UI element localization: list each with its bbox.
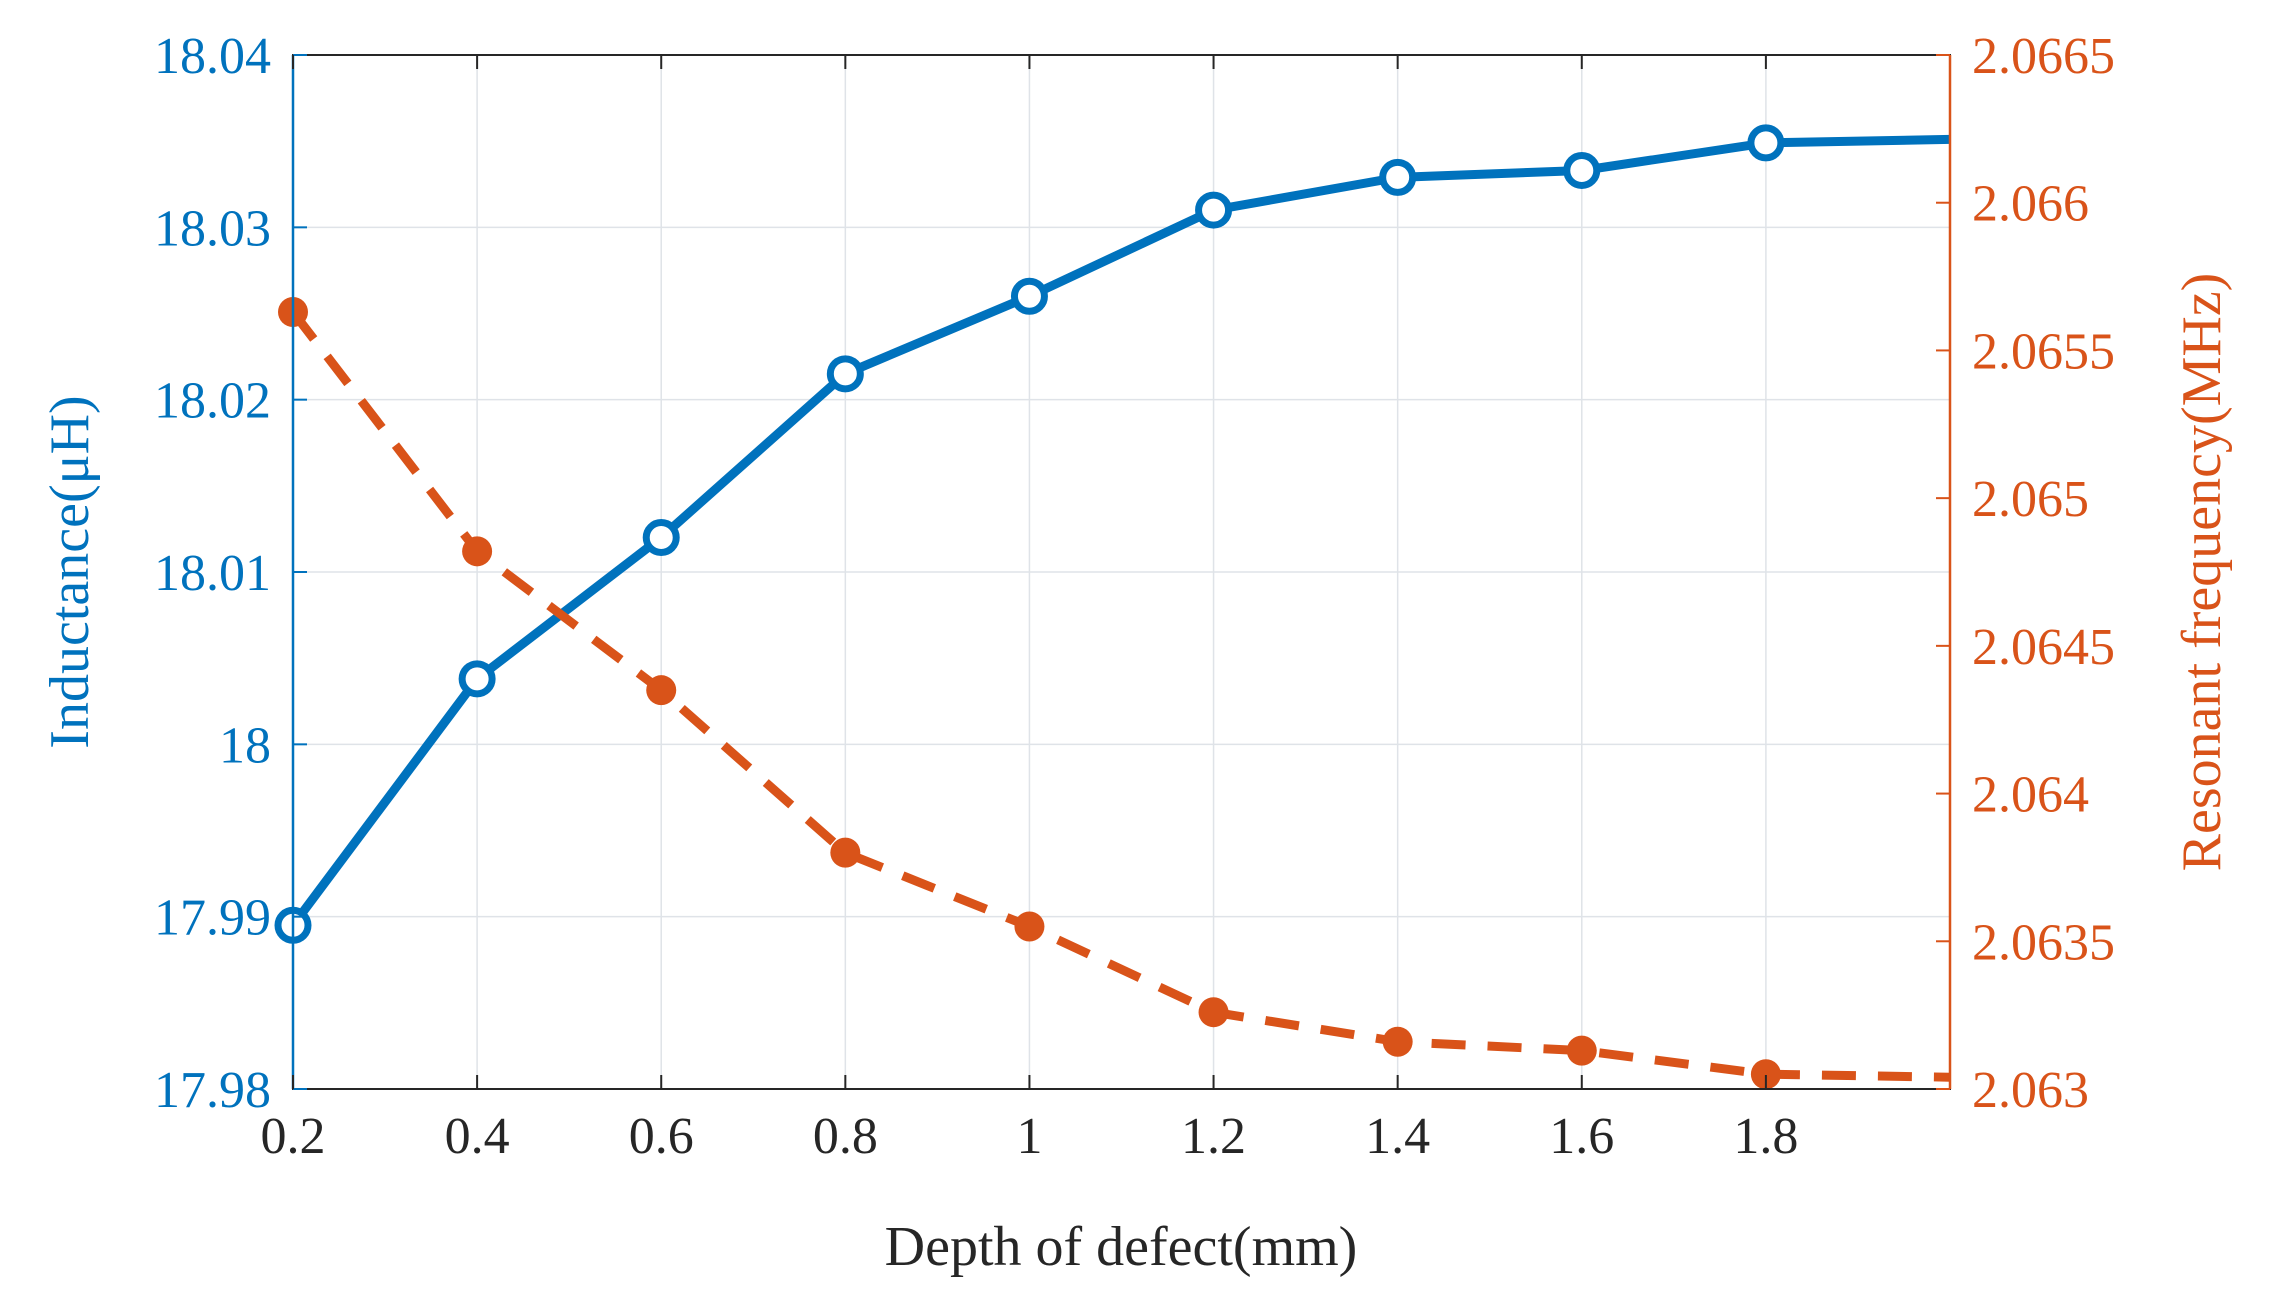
right-tick-label: 2.063 <box>1972 1062 2089 1119</box>
right-y-axis: 2.063 2.0635 2.064 2.0645 2.065 2.0655 2.066 2.… <box>1936 28 2115 1119</box>
left-tick-label: 18.04 <box>154 28 271 85</box>
right-tick-label: 2.0635 <box>1972 914 2115 971</box>
inductance-marker <box>1379 158 1417 196</box>
left-y-axis: 17.98 17.99 18 18.01 18.02 18.03 18.04 <box>154 28 307 1119</box>
x-tick-label: 0.8 <box>813 1108 878 1165</box>
resonant-frequency-marker <box>1198 997 1229 1028</box>
x-axis-label: Depth of defect(mm) <box>885 1216 1358 1278</box>
x-tick-label: 1.6 <box>1549 1108 1614 1165</box>
right-tick-label: 2.065 <box>1972 471 2089 528</box>
left-y-axis-label: Inductance(μH) <box>39 395 101 748</box>
inductance-marker <box>1563 151 1601 189</box>
left-tick-label: 17.99 <box>154 890 271 947</box>
inductance-marker <box>642 519 680 557</box>
x-tick-label: 0.2 <box>261 1108 326 1165</box>
x-tick-label: 1.4 <box>1365 1108 1430 1165</box>
x-tick-label: 0.4 <box>445 1108 510 1165</box>
right-tick-label: 2.0665 <box>1972 28 2115 85</box>
right-tick-label: 2.064 <box>1972 767 2089 824</box>
x-tick-label: 0.6 <box>629 1108 694 1165</box>
inductance-marker <box>826 355 864 393</box>
resonant-frequency-marker <box>1750 1059 1781 1090</box>
right-tick-label: 2.0655 <box>1972 323 2115 380</box>
resonant-frequency-marker <box>1014 911 1045 942</box>
x-tick-label: 1 <box>1016 1108 1042 1165</box>
x-tick-label: 1.2 <box>1181 1108 1246 1165</box>
resonant-frequency-line <box>289 309 1951 1082</box>
resonant-frequency-marker <box>646 675 677 706</box>
resonant-frequency-marker <box>462 536 493 567</box>
resonant-frequency-marker <box>1566 1035 1597 1066</box>
inductance-marker <box>1747 124 1785 162</box>
resonant-frequency-marker <box>830 837 861 868</box>
left-tick-label: 18.01 <box>154 545 271 602</box>
grid-lines <box>292 55 1950 1089</box>
x-tick-label: 1.8 <box>1733 1108 1798 1165</box>
left-tick-label: 17.98 <box>154 1062 271 1119</box>
series-layer <box>274 124 1951 1090</box>
left-tick-label: 18.03 <box>154 200 271 257</box>
right-tick-label: 2.066 <box>1972 176 2089 233</box>
inductance-marker <box>1195 191 1233 229</box>
resonant-frequency-marker <box>1382 1026 1413 1057</box>
left-tick-label: 18 <box>219 717 271 774</box>
x-axis: 0.2 0.4 0.6 0.8 1 1.2 1.4 1.6 1.8 <box>261 55 1798 1165</box>
inductance-line <box>289 134 1951 928</box>
inductance-marker <box>1010 277 1048 315</box>
left-tick-label: 18.02 <box>154 373 271 430</box>
right-y-axis-label: Resonant frequency(MHz) <box>2171 273 2233 872</box>
right-tick-label: 2.0645 <box>1972 619 2115 676</box>
inductance-marker <box>458 660 496 698</box>
